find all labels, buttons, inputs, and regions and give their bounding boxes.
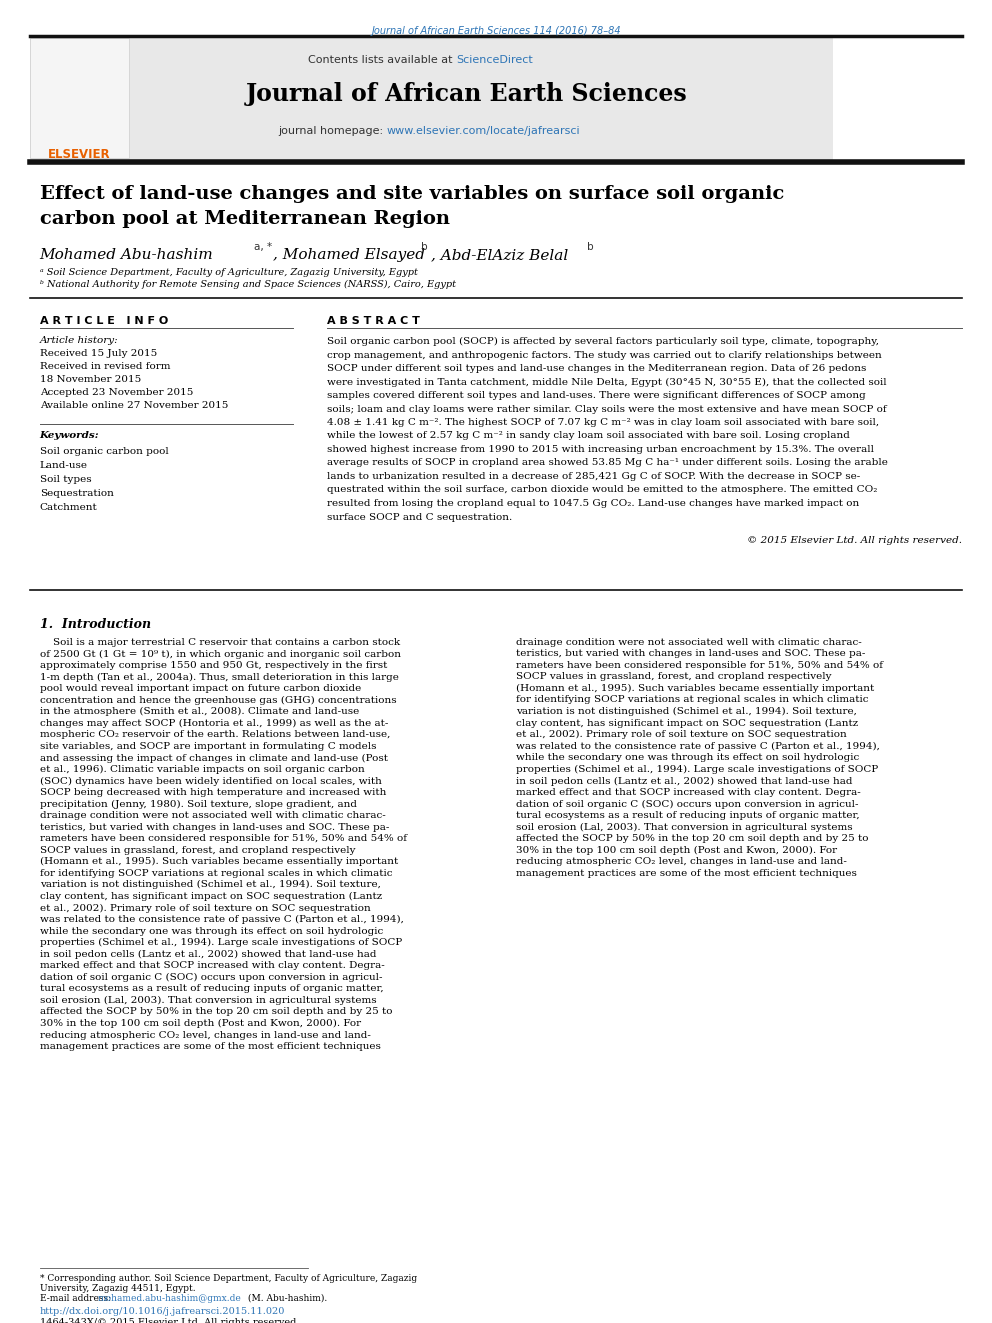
- Text: journal homepage:: journal homepage:: [278, 126, 387, 136]
- Text: crop management, and anthropogenic factors. The study was carried out to clarify: crop management, and anthropogenic facto…: [327, 351, 882, 360]
- Text: Soil organic carbon pool (SOCP) is affected by several factors particularly soil: Soil organic carbon pool (SOCP) is affec…: [327, 337, 879, 347]
- Text: soils; loam and clay loams were rather similar. Clay soils were the most extensi: soils; loam and clay loams were rather s…: [327, 405, 887, 414]
- Text: ScienceDirect: ScienceDirect: [456, 56, 533, 65]
- Text: showed highest increase from 1990 to 2015 with increasing urban encroachment by : showed highest increase from 1990 to 201…: [327, 445, 874, 454]
- Text: 4.08 ± 1.41 kg C m⁻². The highest SOCP of 7.07 kg C m⁻² was in clay loam soil as: 4.08 ± 1.41 kg C m⁻². The highest SOCP o…: [327, 418, 880, 427]
- Text: surface SOCP and C sequestration.: surface SOCP and C sequestration.: [327, 512, 513, 521]
- Text: Sequestration: Sequestration: [40, 490, 113, 497]
- Text: Soil is a major terrestrial C reservoir that contains a carbon stock
of 2500 Gt : Soil is a major terrestrial C reservoir …: [40, 638, 407, 1050]
- Text: b: b: [421, 242, 428, 251]
- Text: lands to urbanization resulted in a decrease of 285,421 Gg C of SOCP. With the d: lands to urbanization resulted in a decr…: [327, 472, 861, 482]
- Text: Article history:: Article history:: [40, 336, 118, 345]
- Text: Accepted 23 November 2015: Accepted 23 November 2015: [40, 388, 193, 397]
- Text: 18 November 2015: 18 November 2015: [40, 374, 141, 384]
- Text: Soil types: Soil types: [40, 475, 91, 484]
- Text: average results of SOCP in cropland area showed 53.85 Mg C ha⁻¹ under different : average results of SOCP in cropland area…: [327, 459, 888, 467]
- Text: © 2015 Elsevier Ltd. All rights reserved.: © 2015 Elsevier Ltd. All rights reserved…: [747, 536, 962, 545]
- Text: resulted from losing the cropland equal to 1047.5 Gg CO₂. Land-use changes have : resulted from losing the cropland equal …: [327, 499, 860, 508]
- Text: carbon pool at Mediterranean Region: carbon pool at Mediterranean Region: [40, 210, 449, 228]
- Text: Land-use: Land-use: [40, 460, 87, 470]
- Text: Mohamed Abu-hashim: Mohamed Abu-hashim: [40, 247, 213, 262]
- Text: Journal of African Earth Sciences 114 (2016) 78–84: Journal of African Earth Sciences 114 (2…: [371, 26, 621, 36]
- Text: Catchment: Catchment: [40, 503, 97, 512]
- Text: were investigated in Tanta catchment, middle Nile Delta, Egypt (30°45 N, 30°55 E: were investigated in Tanta catchment, mi…: [327, 377, 887, 386]
- Text: drainage condition were not associated well with climatic charac-
teristics, but: drainage condition were not associated w…: [516, 638, 883, 877]
- Text: b: b: [587, 242, 594, 251]
- Text: ᵇ National Authority for Remote Sensing and Space Sciences (NARSS), Cairo, Egypt: ᵇ National Authority for Remote Sensing …: [40, 280, 455, 290]
- Text: Journal of African Earth Sciences: Journal of African Earth Sciences: [245, 82, 687, 106]
- Text: a, *: a, *: [254, 242, 272, 251]
- Text: * Corresponding author. Soil Science Department, Faculty of Agriculture, Zagazig: * Corresponding author. Soil Science Dep…: [40, 1274, 417, 1283]
- Text: SOCP under different soil types and land-use changes in the Mediterranean region: SOCP under different soil types and land…: [327, 364, 867, 373]
- Text: ᵃ Soil Science Department, Faculty of Agriculture, Zagazig University, Egypt: ᵃ Soil Science Department, Faculty of Ag…: [40, 269, 418, 277]
- Text: A R T I C L E   I N F O: A R T I C L E I N F O: [40, 316, 168, 325]
- Text: Available online 27 November 2015: Available online 27 November 2015: [40, 401, 228, 410]
- Text: ELSEVIER: ELSEVIER: [48, 148, 111, 161]
- Text: Soil organic carbon pool: Soil organic carbon pool: [40, 447, 169, 456]
- Text: 1.  Introduction: 1. Introduction: [40, 618, 151, 631]
- Text: Keywords:: Keywords:: [40, 431, 99, 441]
- Text: Contents lists available at: Contents lists available at: [309, 56, 456, 65]
- Text: University, Zagazig 44511, Egypt.: University, Zagazig 44511, Egypt.: [40, 1285, 195, 1293]
- Text: mohamed.abu-hashim@gmx.de: mohamed.abu-hashim@gmx.de: [97, 1294, 241, 1303]
- Text: Received 15 July 2015: Received 15 July 2015: [40, 349, 157, 359]
- Text: samples covered different soil types and land-uses. There were significant diffe: samples covered different soil types and…: [327, 392, 866, 400]
- Text: Effect of land-use changes and site variables on surface soil organic: Effect of land-use changes and site vari…: [40, 185, 784, 202]
- Text: Received in revised form: Received in revised form: [40, 363, 171, 370]
- Text: , Mohamed Elsayed: , Mohamed Elsayed: [273, 247, 425, 262]
- Text: www.elsevier.com/locate/jafrearsci: www.elsevier.com/locate/jafrearsci: [387, 126, 580, 136]
- Text: questrated within the soil surface, carbon dioxide would be emitted to the atmos: questrated within the soil surface, carb…: [327, 486, 878, 495]
- Text: E-mail address:: E-mail address:: [40, 1294, 114, 1303]
- Text: A B S T R A C T: A B S T R A C T: [327, 316, 421, 325]
- FancyBboxPatch shape: [30, 38, 129, 157]
- Text: 1464-343X/© 2015 Elsevier Ltd. All rights reserved.: 1464-343X/© 2015 Elsevier Ltd. All right…: [40, 1318, 300, 1323]
- Text: http://dx.doi.org/10.1016/j.jafrearsci.2015.11.020: http://dx.doi.org/10.1016/j.jafrearsci.2…: [40, 1307, 285, 1316]
- Text: , Abd-ElAziz Belal: , Abd-ElAziz Belal: [431, 247, 567, 262]
- Text: while the lowest of 2.57 kg C m⁻² in sandy clay loam soil associated with bare s: while the lowest of 2.57 kg C m⁻² in san…: [327, 431, 850, 441]
- FancyBboxPatch shape: [30, 38, 833, 160]
- Text: (M. Abu-hashim).: (M. Abu-hashim).: [245, 1294, 327, 1303]
